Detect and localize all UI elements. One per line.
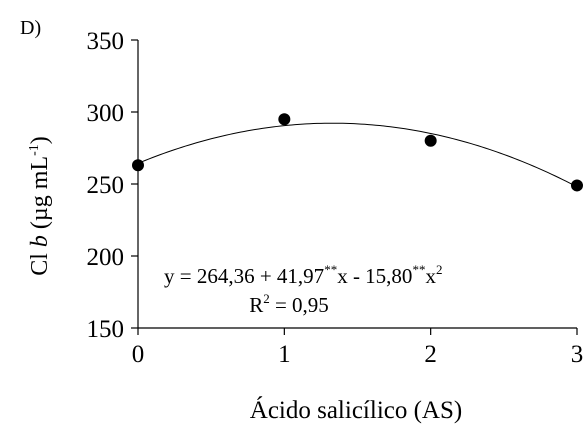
data-point xyxy=(424,134,437,147)
x-tick-label: 1 xyxy=(278,341,291,368)
equation-exp2: 2 xyxy=(436,262,443,277)
equation-lhs: y = 264,36 + 41,97 xyxy=(164,264,324,288)
y-axis-label: Cl b (µg mL-1) xyxy=(27,136,53,276)
r-squared-value: = 0,95 xyxy=(270,293,329,317)
y-tick-label: 250 xyxy=(87,172,125,199)
y-tick-label: 200 xyxy=(87,244,125,271)
y-axis-label-sup: -1 xyxy=(27,144,42,156)
equation-mid: x - 15,80 xyxy=(337,264,412,288)
r-squared-sup: 2 xyxy=(263,291,270,306)
y-axis-label-close: ) xyxy=(27,136,53,144)
y-axis-label-italic: b xyxy=(27,235,53,247)
r-squared-label: R xyxy=(249,293,263,317)
r-squared: R2 = 0,95 xyxy=(249,291,329,317)
equation-sig2: ** xyxy=(412,262,425,277)
fit-curve xyxy=(137,122,578,188)
y-axis-label-units: (µg mL xyxy=(27,156,53,235)
x-tick-label: 2 xyxy=(424,341,437,368)
regression-equation: y = 264,36 + 41,97**x - 15,80**x2 xyxy=(164,262,442,288)
data-point xyxy=(571,179,583,192)
data-points xyxy=(132,113,583,192)
equation-var2: x xyxy=(425,264,436,288)
x-axis-label: Ácido salicílico (AS) xyxy=(250,396,462,424)
equation-sig1: ** xyxy=(324,262,337,277)
panel-label: D) xyxy=(20,17,41,39)
fit-curve-group xyxy=(137,122,578,188)
data-point xyxy=(278,113,291,126)
y-tick-label: 300 xyxy=(87,100,125,127)
ticks: 150 200 250 300 350 0 1 2 3 xyxy=(87,28,584,368)
y-tick-label: 150 xyxy=(87,316,125,343)
data-point xyxy=(132,159,144,172)
x-tick-label: 3 xyxy=(571,341,584,368)
x-tick-label: 0 xyxy=(132,341,145,368)
y-tick-label: 350 xyxy=(87,28,125,55)
y-axis-label-prefix: Cl xyxy=(27,247,53,276)
